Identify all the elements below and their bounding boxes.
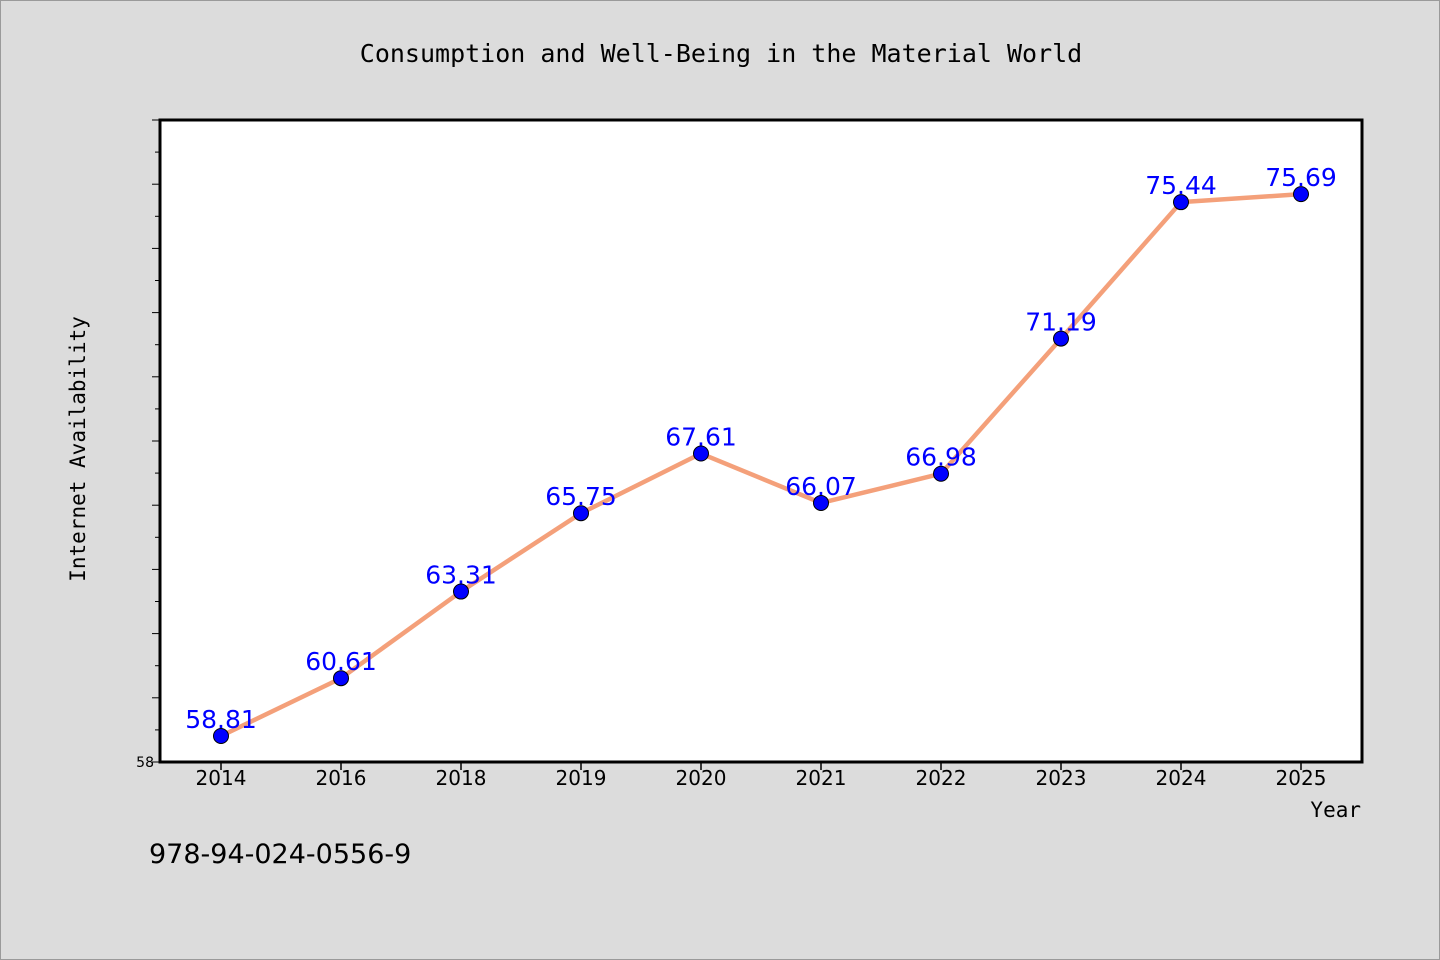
data-label: 75.69 bbox=[1265, 163, 1337, 192]
data-point bbox=[1173, 194, 1189, 211]
data-point bbox=[453, 583, 469, 600]
x-tick-label: 2025 bbox=[1276, 766, 1327, 790]
data-label: 75.44 bbox=[1145, 171, 1217, 200]
data-label: 60.61 bbox=[305, 647, 377, 676]
x-tick-label: 2021 bbox=[796, 766, 847, 790]
x-tick-label: 2020 bbox=[676, 766, 727, 790]
y-tick-label: 58 bbox=[136, 755, 154, 771]
data-label: 58.81 bbox=[185, 705, 257, 734]
data-point bbox=[333, 670, 349, 687]
data-point bbox=[573, 505, 589, 522]
data-label: 71.19 bbox=[1025, 308, 1097, 337]
x-tick-label: 2023 bbox=[1036, 766, 1087, 790]
data-point bbox=[1053, 330, 1069, 347]
x-tick-label: 2024 bbox=[1156, 766, 1207, 790]
data-label: 67.61 bbox=[665, 423, 737, 452]
y-axis-title: Internet Availability bbox=[66, 316, 90, 582]
x-tick-label: 2016 bbox=[316, 766, 367, 790]
isbn-footer: 978-94-024-0556-9 bbox=[149, 839, 411, 870]
data-label: 65.75 bbox=[545, 482, 617, 511]
data-label: 63.31 bbox=[425, 561, 497, 590]
data-point bbox=[693, 445, 709, 462]
x-tick-label: 2019 bbox=[556, 766, 607, 790]
data-point bbox=[933, 465, 949, 482]
x-axis-ticks bbox=[220, 762, 1302, 770]
data-labels: 58.81 60.61 63.31 65.75 67.61 66.07 66.98 71.19… bbox=[185, 163, 1337, 734]
data-point bbox=[213, 727, 229, 744]
x-tick-label: 2022 bbox=[916, 766, 967, 790]
x-axis-title: Year bbox=[1310, 798, 1361, 822]
x-axis-tick-labels: 2014 2016 2018 2019 2020 2021 2022 2023 2024 2025 bbox=[196, 766, 1327, 790]
data-label: 66.07 bbox=[785, 472, 857, 501]
y-axis-ticks bbox=[152, 119, 160, 763]
series-line bbox=[218, 191, 1304, 739]
x-tick-label: 2014 bbox=[196, 766, 247, 790]
data-point bbox=[813, 494, 829, 511]
chart-title: Consumption and Well-Being in the Materi… bbox=[360, 39, 1082, 68]
data-markers bbox=[213, 186, 1309, 744]
x-tick-label: 2018 bbox=[436, 766, 487, 790]
data-label: 66.98 bbox=[905, 443, 977, 472]
data-point bbox=[1293, 186, 1309, 203]
